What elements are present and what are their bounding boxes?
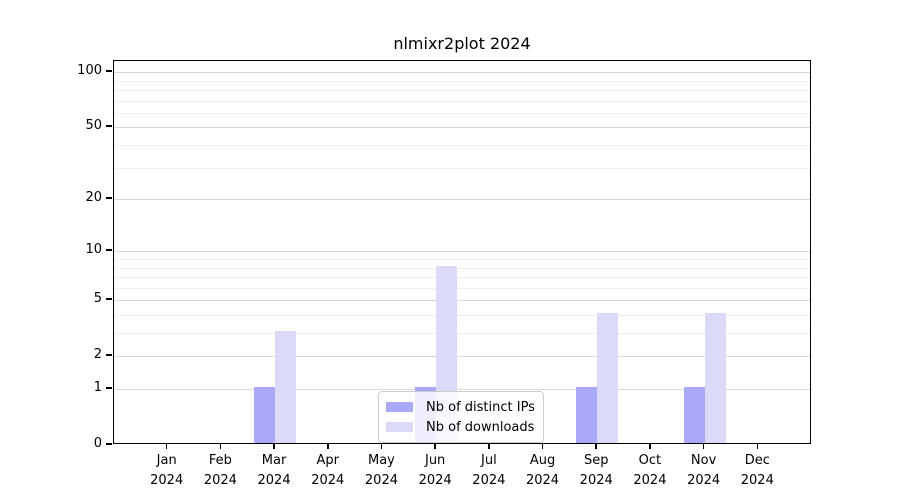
chart-title: nlmixr2plot 2024 <box>393 34 531 53</box>
legend-row-downloads: Nb of downloads <box>386 417 535 437</box>
bar-distinct-ips <box>683 387 705 443</box>
x-tick-label: Aug 2024 <box>525 453 560 488</box>
bar-downloads <box>597 313 619 443</box>
bar-distinct-ips <box>254 387 276 443</box>
x-tick-label: Jul 2024 <box>472 453 506 488</box>
gridline-minor <box>114 277 810 279</box>
x-tick-mark <box>327 444 329 449</box>
x-tick-label: Feb 2024 <box>203 453 237 488</box>
y-tick-mark <box>106 70 112 72</box>
x-tick-label: May 2024 <box>364 453 398 488</box>
legend: Nb of distinct IPs Nb of downloads <box>378 391 544 443</box>
x-tick-label: Apr 2024 <box>311 453 345 488</box>
downloads-swatch-icon <box>386 422 413 432</box>
bar-downloads <box>704 313 726 443</box>
y-tick-mark <box>106 387 112 389</box>
x-tick-mark <box>702 444 705 449</box>
x-tick-mark <box>219 444 222 449</box>
y-tick-mark <box>106 197 112 199</box>
y-tick-label: 50 <box>85 118 102 134</box>
gridline-minor <box>114 258 810 260</box>
x-tick-mark <box>541 444 544 449</box>
gridline-minor <box>114 112 810 114</box>
gridline-major <box>114 199 810 201</box>
y-tick-mark <box>106 249 112 251</box>
gridline-major <box>114 251 810 253</box>
gridline-major <box>114 389 810 390</box>
bar-downloads <box>275 331 297 443</box>
y-tick-label: 1 <box>93 380 102 395</box>
x-tick-label: Jun 2024 <box>418 453 452 488</box>
gridline-minor <box>114 267 810 269</box>
x-tick-mark <box>273 444 275 449</box>
x-tick-label: Sep 2024 <box>579 453 613 488</box>
x-tick-label: Jan 2024 <box>150 453 184 488</box>
x-tick-label: Dec 2024 <box>740 453 774 488</box>
gridline-minor <box>114 145 810 146</box>
x-tick-mark <box>488 444 490 449</box>
y-tick-mark <box>106 125 112 127</box>
legend-label-distinct-ips: Nb of distinct IPs <box>426 399 535 415</box>
legend-row-distinct-ips: Nb of distinct IPs <box>386 397 535 417</box>
bar-distinct-ips <box>576 387 598 443</box>
gridline-major <box>114 127 810 129</box>
x-tick-label: Mar 2024 <box>257 453 291 488</box>
gridline-minor <box>114 167 810 169</box>
y-tick-mark <box>106 354 112 356</box>
y-tick-label: 10 <box>85 242 102 258</box>
y-tick-label: 100 <box>77 63 102 79</box>
x-tick-label: Nov 2024 <box>687 453 721 488</box>
x-tick-mark <box>756 444 759 449</box>
x-tick-mark <box>434 444 436 449</box>
gridline-major <box>114 300 810 302</box>
y-tick-label: 20 <box>85 190 102 206</box>
gridline-minor <box>114 314 810 316</box>
x-tick-mark <box>649 444 651 449</box>
gridline-minor <box>114 90 810 91</box>
y-tick-label: 2 <box>93 347 102 363</box>
gridline-minor <box>114 333 810 334</box>
legend-label-downloads: Nb of downloads <box>426 419 535 435</box>
x-tick-mark <box>165 444 168 449</box>
gridline-minor <box>114 100 810 102</box>
gridline-major <box>114 72 810 74</box>
y-tick-mark <box>106 298 112 300</box>
x-tick-mark <box>595 444 597 449</box>
gridline-minor <box>114 80 810 82</box>
distinct-ips-swatch-icon <box>386 402 413 412</box>
y-tick-mark <box>106 443 112 445</box>
y-tick-label: 0 <box>93 436 102 451</box>
gridline-major <box>114 356 810 358</box>
y-tick-label: 5 <box>93 291 102 307</box>
plot-area: Nb of distinct IPs Nb of downloads <box>113 60 811 444</box>
gridline-minor <box>114 287 810 289</box>
x-tick-mark <box>380 444 383 449</box>
x-tick-label: Oct 2024 <box>633 453 667 488</box>
